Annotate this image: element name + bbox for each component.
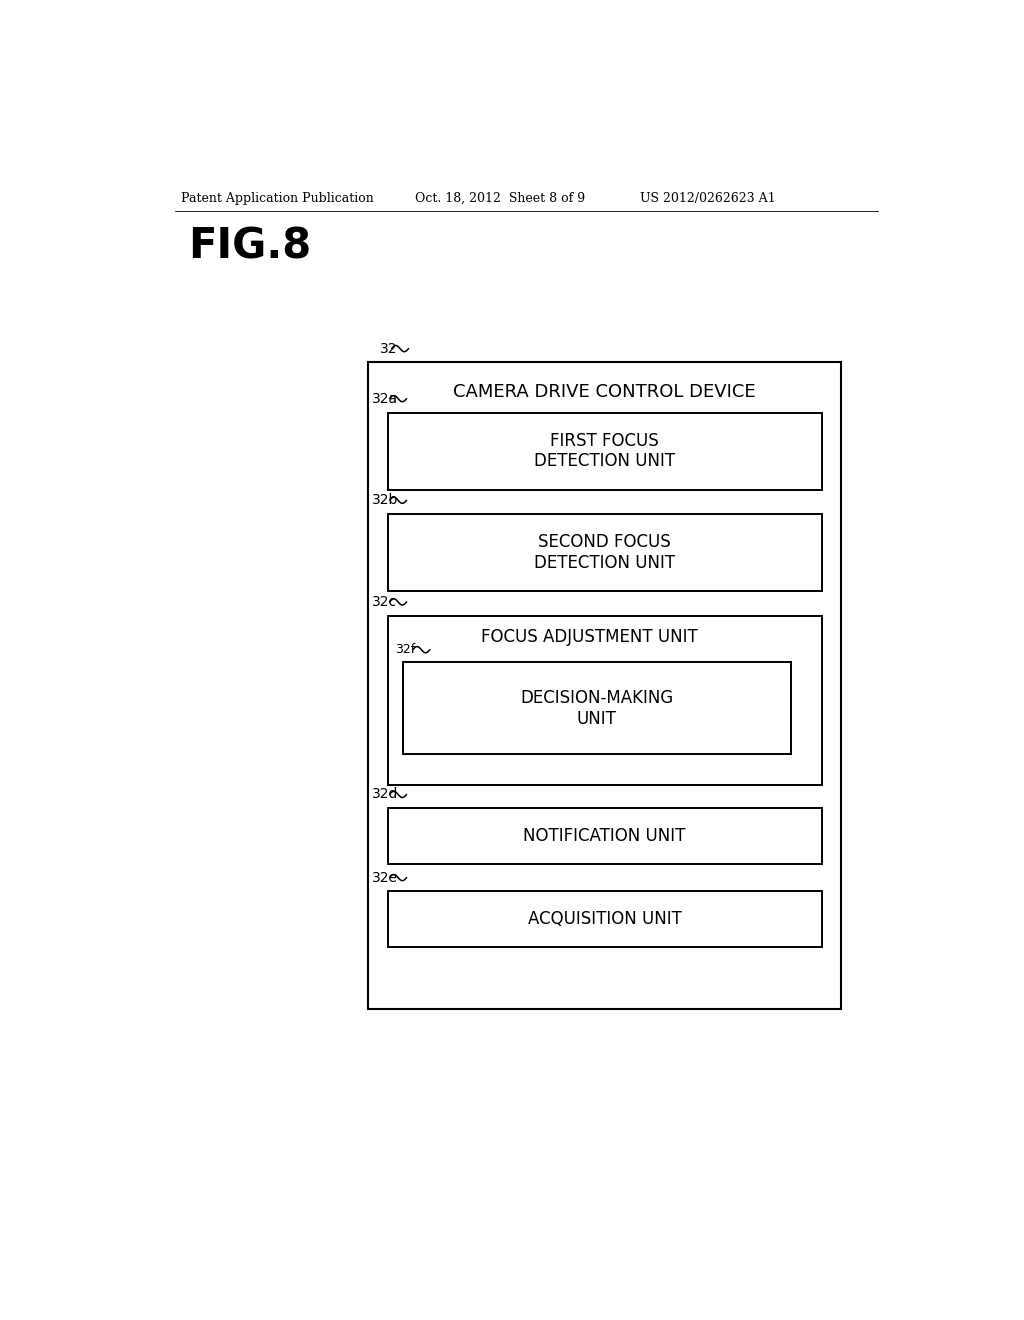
Text: NOTIFICATION UNIT: NOTIFICATION UNIT (523, 828, 686, 845)
Text: 32f: 32f (395, 643, 416, 656)
Bar (388, 808, 821, 863)
Text: FIG.8: FIG.8 (188, 226, 311, 268)
Text: 32e: 32e (372, 871, 398, 884)
Text: Oct. 18, 2012  Sheet 8 of 9: Oct. 18, 2012 Sheet 8 of 9 (415, 191, 585, 205)
Text: Patent Application Publication: Patent Application Publication (180, 191, 374, 205)
Bar (403, 663, 791, 755)
Text: 32: 32 (380, 342, 397, 355)
Text: FOCUS ADJUSTMENT UNIT: FOCUS ADJUSTMENT UNIT (480, 628, 697, 647)
Text: 32c: 32c (372, 595, 397, 609)
Bar (388, 891, 821, 946)
Text: SECOND FOCUS
DETECTION UNIT: SECOND FOCUS DETECTION UNIT (535, 533, 675, 572)
Bar (388, 412, 821, 490)
Bar (388, 615, 821, 785)
Text: DECISION-MAKING
UNIT: DECISION-MAKING UNIT (520, 689, 674, 727)
Text: 32d: 32d (372, 788, 398, 801)
Bar (369, 363, 841, 1010)
Text: 32b: 32b (372, 494, 398, 507)
Text: US 2012/0262623 A1: US 2012/0262623 A1 (640, 191, 775, 205)
Text: ACQUISITION UNIT: ACQUISITION UNIT (527, 911, 682, 928)
Text: CAMERA DRIVE CONTROL DEVICE: CAMERA DRIVE CONTROL DEVICE (454, 383, 756, 401)
Bar (388, 515, 821, 591)
Text: FIRST FOCUS
DETECTION UNIT: FIRST FOCUS DETECTION UNIT (535, 432, 675, 470)
Text: 32a: 32a (372, 392, 398, 405)
